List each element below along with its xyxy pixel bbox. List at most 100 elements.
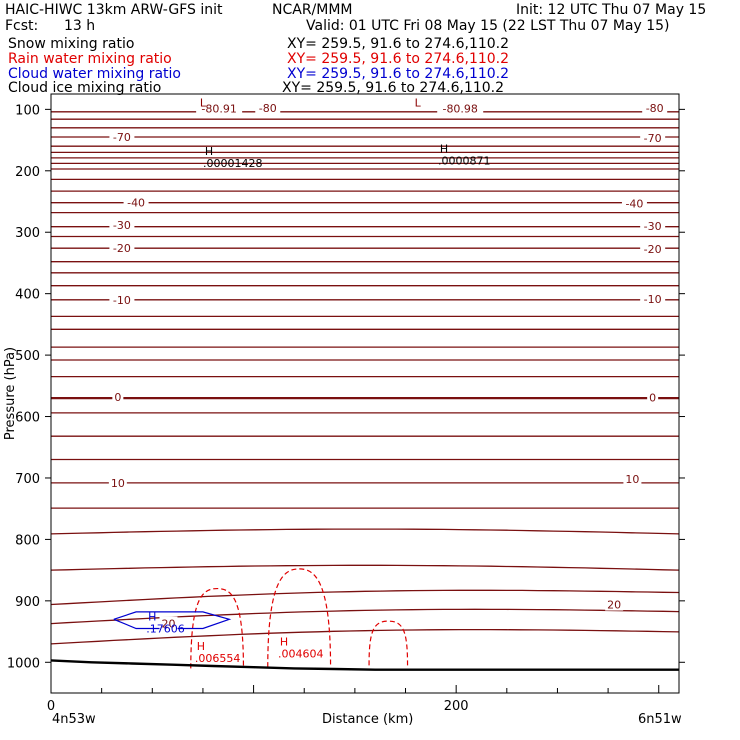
left-endpoint-label: 4n53w (52, 712, 96, 727)
isotherm-label: -80.91 (201, 103, 236, 116)
isotherm-label: -10 (644, 293, 662, 306)
isotherm-label: 10 (625, 473, 639, 486)
legend-cloud-ice-label: Cloud ice mixing ratio (8, 80, 162, 96)
isotherm-label: 20 (607, 599, 621, 612)
isotherm-label: -80 (646, 102, 664, 115)
isotherm-label-bg (123, 195, 149, 209)
y-tick-label: 200 (15, 165, 40, 180)
isotherm-label-bg (108, 475, 127, 489)
rain-contour (368, 620, 409, 666)
extremum-value: .0000871 (438, 154, 491, 167)
isotherm-line (50, 628, 680, 645)
isotherm-label: -70 (113, 131, 131, 144)
isotherm-label: -80 (259, 102, 277, 115)
isotherm-label-bg (109, 241, 135, 255)
y-tick-label: 600 (15, 411, 40, 426)
terrain-line (50, 659, 679, 671)
x-tick-label: 200 (444, 699, 469, 714)
y-tick-label: 100 (15, 103, 40, 118)
isotherm-line (50, 528, 680, 535)
y-tick-label: 300 (15, 226, 40, 241)
plot-frame (50, 93, 680, 694)
isotherm-label: 0 (114, 391, 121, 404)
y-tick-label: 500 (15, 349, 40, 364)
y-tick-label: 400 (15, 288, 40, 303)
extremum-value: .004604 (278, 648, 324, 661)
isotherm-label: -40 (625, 197, 643, 210)
extremum-marker: H (205, 145, 213, 158)
isotherm-label-bg (621, 196, 647, 210)
y-tick-label: 1000 (7, 656, 40, 671)
legend-cloud-ice-xy: XY= 259.5, 91.6 to 274.6,110.2 (282, 80, 505, 96)
legend-cloud-water-label: Cloud water mixing ratio (8, 66, 181, 82)
extremum-marker: L (200, 96, 207, 109)
isotherm-label: -20 (644, 243, 662, 256)
isotherm-label: 0 (649, 391, 656, 404)
extremum-marker: L (415, 96, 422, 109)
terrain-line (50, 659, 679, 671)
isotherm-label: -70 (644, 132, 662, 145)
isotherm-label-bg (437, 101, 484, 115)
right-endpoint-label: 6n51w (638, 712, 682, 727)
isotherm-label-bg (642, 101, 668, 115)
isotherm-label: 10 (111, 477, 125, 490)
contour-labels: -80.91 -80 -80.98 -80-70 -70-40 -40-30 -30-20-… (108, 96, 668, 665)
fcst-value: 13 h (64, 18, 96, 34)
extremum-value: .00001428 (203, 157, 263, 170)
x-axis-title: Distance (km) (322, 712, 414, 727)
y-tick-label: 900 (15, 595, 40, 610)
org-label: NCAR/MMM (272, 2, 353, 18)
isotherm-label-bg (109, 130, 135, 144)
isotherm-label-bg (109, 217, 135, 231)
isotherm-line (50, 589, 680, 606)
y-axis-title: Pressure (hPa) (3, 347, 18, 440)
extremum-marker: H (148, 611, 156, 624)
isotherm-label: -10 (113, 294, 131, 307)
isotherm-line (50, 564, 680, 571)
extremum-marker: H (440, 142, 448, 155)
cloud-water-contours (113, 611, 232, 630)
rain-contour (190, 587, 245, 669)
chart-title: HAIC-HIWC 13km ARW-GFS init (5, 2, 223, 18)
isotherm-label-bg (159, 616, 178, 630)
extremum-marker: H (280, 636, 288, 649)
isotherm-label-bg (255, 101, 281, 115)
isotherm-label: -30 (113, 219, 131, 232)
legend-rain-label: Rain water mixing ratio (8, 51, 172, 67)
rain-contour (267, 568, 332, 668)
rain-water-contours (190, 568, 409, 669)
legend-snow-xy: XY= 259.5, 91.6 to 274.6,110.2 (287, 36, 510, 52)
isotherm-label: -80.98 (442, 103, 477, 116)
legend-rain-xy: XY= 259.5, 91.6 to 274.6,110.2 (287, 51, 510, 67)
extremum-marker: H (197, 640, 205, 653)
legend-cloud-water-xy: XY= 259.5, 91.6 to 274.6,110.2 (287, 66, 510, 82)
isotherm-label: 20 (161, 618, 175, 631)
extremum-value: .006554 (195, 652, 241, 665)
x-tick-label: 0 (47, 699, 55, 714)
isotherm-label-bg (640, 292, 666, 306)
axes: 1002003004005006007008009001000Pressure … (3, 93, 685, 714)
isotherm-label-bg (112, 389, 124, 403)
isotherm-label-bg (640, 241, 666, 255)
isotherm-label-bg (109, 292, 135, 306)
cloud-water-contour (113, 611, 232, 630)
isotherm-label-bg (623, 472, 642, 486)
legend-snow-label: Snow mixing ratio (8, 36, 135, 52)
isotherm-label-bg (647, 390, 659, 404)
isotherm-label-bg (605, 597, 624, 611)
isotherm-label-bg (196, 101, 243, 115)
y-tick-label: 700 (15, 472, 40, 487)
isotherm-label: -40 (127, 197, 145, 210)
init-time: Init: 12 UTC Thu 07 May 15 (516, 2, 707, 18)
isotherm-label: -30 (644, 220, 662, 233)
isotherm-lines (50, 111, 680, 645)
fcst-label: Fcst: (5, 18, 39, 34)
valid-time: Valid: 01 UTC Fri 08 May 15 (22 LST Thu … (306, 18, 670, 34)
isotherm-label: -20 (113, 242, 131, 255)
isotherm-label-bg (640, 219, 666, 233)
isotherm-line (50, 608, 680, 625)
isotherm-label-bg (640, 131, 666, 145)
extremum-value: .17606 (146, 623, 185, 636)
y-tick-label: 800 (15, 533, 40, 548)
